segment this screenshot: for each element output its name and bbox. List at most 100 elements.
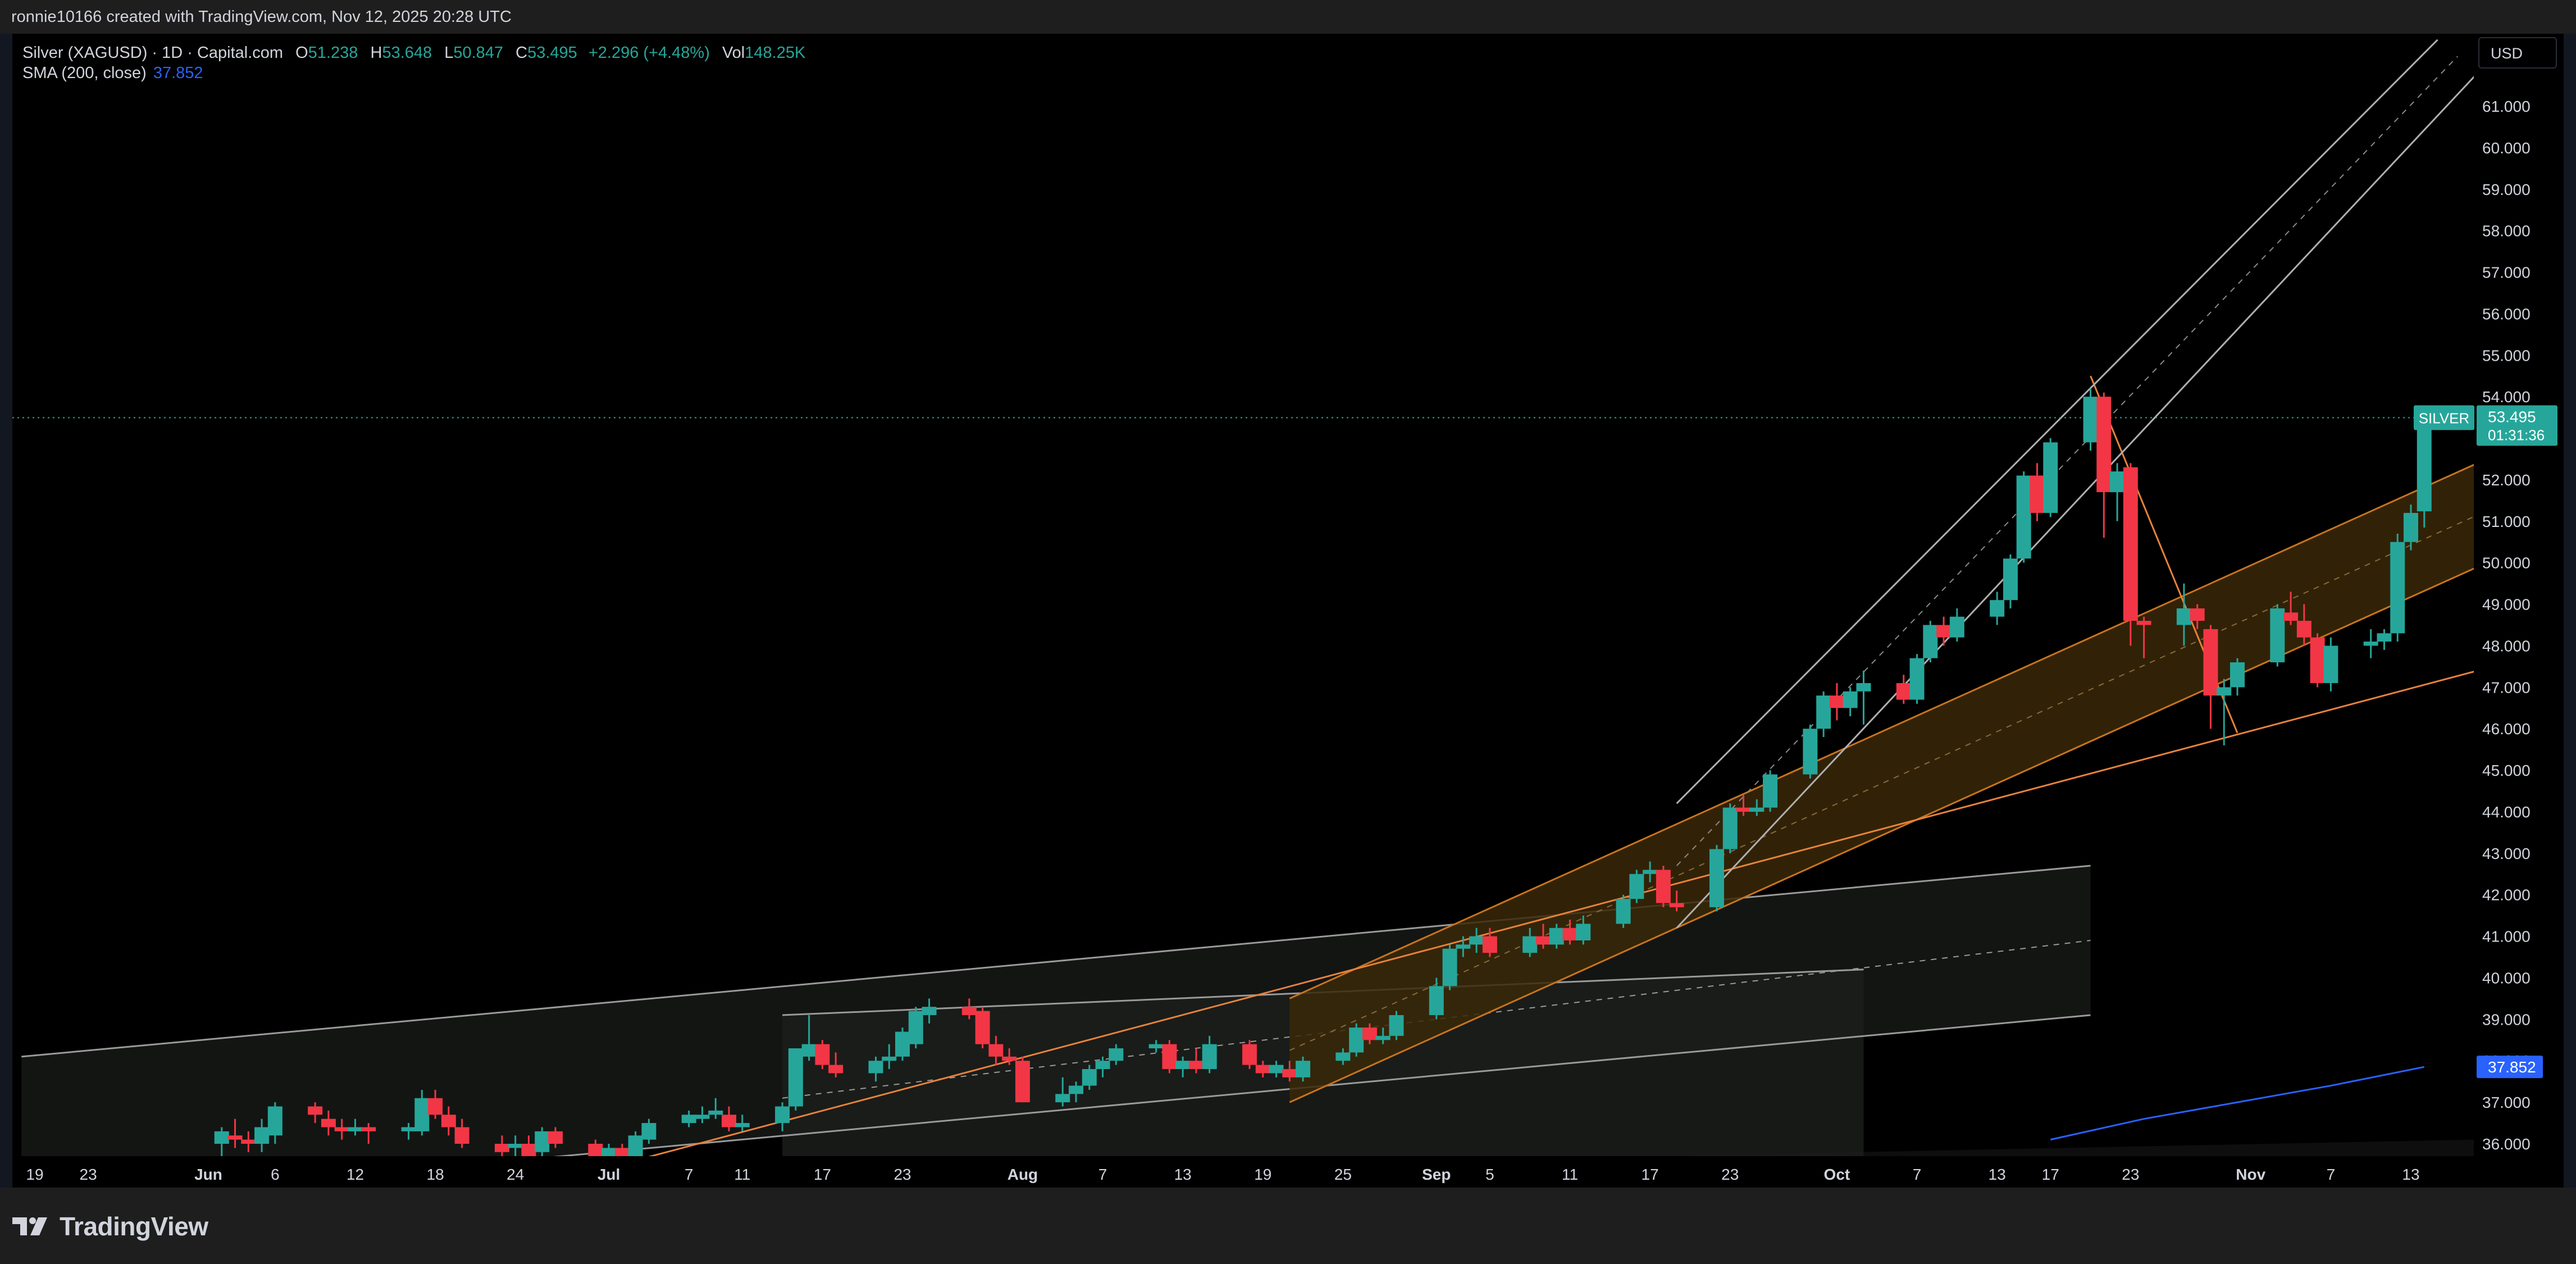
candle[interactable]: [1522, 927, 1538, 957]
candle[interactable]: [961, 998, 977, 1020]
candle[interactable]: [1282, 1061, 1297, 1082]
symbol-title[interactable]: Silver (XAGUSD) · 1D · Capital.com: [22, 44, 284, 62]
candle[interactable]: [2323, 637, 2338, 692]
candle[interactable]: [2083, 388, 2098, 451]
candle[interactable]: [2176, 583, 2191, 646]
candle[interactable]: [1469, 927, 1484, 953]
candle[interactable]: [801, 1015, 817, 1061]
candle[interactable]: [1389, 1011, 1404, 1040]
candle[interactable]: [1709, 845, 1724, 912]
candle[interactable]: [788, 1048, 803, 1111]
steep-channel-lower[interactable]: [1676, 73, 2478, 929]
candle[interactable]: [1335, 1048, 1351, 1065]
candle[interactable]: [1429, 977, 1444, 1020]
steep-channel-midline[interactable]: [1676, 56, 2458, 866]
candle[interactable]: [535, 1127, 550, 1156]
candle[interactable]: [2270, 604, 2285, 667]
candle[interactable]: [775, 1102, 790, 1131]
steep-channel-upper[interactable]: [1676, 39, 2438, 804]
candle[interactable]: [1562, 920, 1577, 945]
candle[interactable]: [1349, 1023, 1364, 1057]
candle[interactable]: [1722, 803, 1738, 853]
candle[interactable]: [1095, 1056, 1110, 1077]
candle[interactable]: [2190, 604, 2205, 629]
candle[interactable]: [2096, 392, 2112, 538]
candle[interactable]: [1896, 675, 1911, 704]
candle[interactable]: [1269, 1061, 1284, 1077]
candle[interactable]: [241, 1131, 256, 1152]
candle[interactable]: [227, 1118, 243, 1148]
candle[interactable]: [2404, 504, 2418, 551]
candle[interactable]: [828, 1052, 844, 1077]
candle[interactable]: [815, 1040, 830, 1070]
candle[interactable]: [1456, 936, 1471, 957]
candle[interactable]: [641, 1118, 656, 1144]
candle[interactable]: [1442, 944, 1457, 990]
candle[interactable]: [2136, 616, 2151, 658]
candle[interactable]: [601, 1144, 617, 1161]
candle[interactable]: [681, 1110, 696, 1127]
candle[interactable]: [2363, 629, 2378, 658]
candle[interactable]: [1829, 683, 1844, 721]
candle[interactable]: [1255, 1061, 1270, 1077]
candle[interactable]: [308, 1102, 323, 1124]
candle[interactable]: [1549, 924, 1564, 949]
candle[interactable]: [441, 1106, 456, 1136]
candle[interactable]: [868, 1056, 883, 1082]
candle[interactable]: [1242, 1040, 1257, 1070]
candle[interactable]: [414, 1089, 430, 1136]
candle[interactable]: [1576, 915, 1591, 945]
candle[interactable]: [1763, 770, 1778, 812]
candle[interactable]: [695, 1106, 710, 1124]
candle[interactable]: [1736, 795, 1751, 816]
candle[interactable]: [2310, 633, 2325, 688]
sma-label[interactable]: SMA (200, close): [22, 64, 147, 82]
candle[interactable]: [1936, 616, 1952, 646]
candle[interactable]: [508, 1135, 523, 1156]
candle[interactable]: [334, 1118, 349, 1140]
candle[interactable]: [1015, 1056, 1030, 1103]
orange-channel-upper[interactable]: [1289, 463, 2477, 999]
candle[interactable]: [1148, 1040, 1164, 1053]
sma-200-line[interactable]: [2050, 1066, 2425, 1141]
candle[interactable]: [1669, 890, 1684, 912]
candle[interactable]: [1082, 1065, 1097, 1090]
candle[interactable]: [882, 1044, 897, 1070]
candle[interactable]: [1175, 1056, 1191, 1077]
candle[interactable]: [1002, 1048, 1017, 1065]
candle[interactable]: [1909, 654, 1925, 704]
candle[interactable]: [361, 1123, 376, 1144]
candle[interactable]: [1990, 592, 2005, 625]
candle[interactable]: [214, 1127, 229, 1156]
candle[interactable]: [1656, 866, 1671, 907]
orange-channel-midline[interactable]: [1289, 515, 2477, 1051]
candle[interactable]: [922, 998, 937, 1024]
candle[interactable]: [1923, 621, 1938, 662]
candle[interactable]: [735, 1115, 750, 1131]
candle[interactable]: [722, 1106, 737, 1131]
candle[interactable]: [1362, 1023, 1377, 1044]
candle[interactable]: [1055, 1077, 1070, 1107]
candle[interactable]: [1535, 924, 1551, 949]
candle[interactable]: [2110, 463, 2125, 521]
candle[interactable]: [1162, 1040, 1177, 1074]
candle[interactable]: [1749, 799, 1765, 816]
candle[interactable]: [428, 1089, 443, 1119]
candle[interactable]: [908, 1007, 923, 1049]
candle[interactable]: [1629, 870, 1644, 903]
candle[interactable]: [2123, 463, 2138, 646]
candle[interactable]: [2203, 625, 2218, 729]
candle[interactable]: [2030, 463, 2045, 521]
candle[interactable]: [1949, 608, 1964, 642]
candle[interactable]: [1375, 1027, 1390, 1044]
tradingview-logo[interactable]: TradingView: [12, 1211, 208, 1242]
gray-wide-channel-lower[interactable]: [21, 1014, 2091, 1206]
candle[interactable]: [2003, 554, 2018, 608]
candle[interactable]: [1643, 861, 1658, 883]
candle[interactable]: [321, 1110, 336, 1136]
candle[interactable]: [895, 1027, 910, 1061]
candle[interactable]: [1803, 724, 1818, 779]
candle[interactable]: [708, 1098, 723, 1119]
candle[interactable]: [1109, 1044, 1124, 1065]
